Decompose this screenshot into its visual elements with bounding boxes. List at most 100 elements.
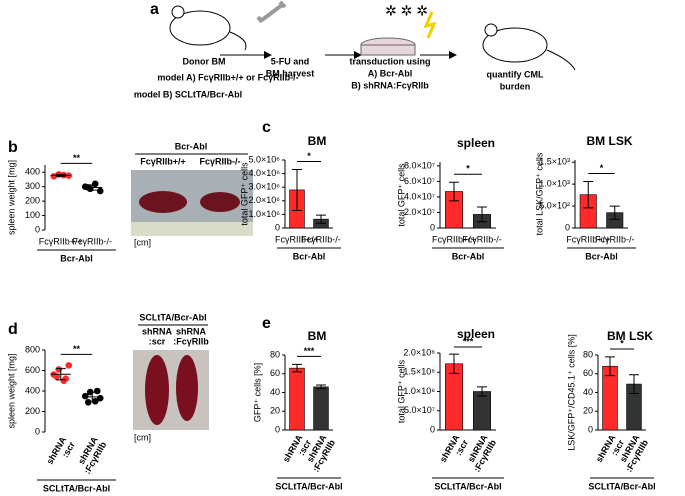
y-tick-label: 5.0×10⁶	[249, 154, 281, 164]
y-tick-label: 80	[270, 349, 280, 359]
chart-title: BM	[308, 134, 327, 148]
spleen-photo	[145, 355, 169, 425]
group-label: Bcr-Abl	[452, 251, 485, 261]
x-tick-label: shRNA:FcγRIIb	[74, 435, 109, 476]
y-tick-label: 0	[588, 424, 593, 434]
y-tick-label: 0	[565, 222, 570, 232]
sd-bar	[55, 173, 66, 177]
x-tick-label: FcγRIIb+/+	[432, 234, 476, 244]
chart: 0 1.0×10⁶ 2.0×10⁶ 3.0×10⁶ 4.0×10⁶ 5.0×10⁶tota…	[239, 134, 341, 261]
step-label: BM harvest	[266, 68, 315, 78]
model-b: model B) SCLtTA/Bcr-Abl	[134, 89, 242, 99]
y-axis-label: GFP⁺ cells [%]	[252, 363, 262, 422]
group-label: SCLtTA/Bcr-Abl	[588, 481, 655, 491]
y-tick-label: 1.5×10³	[539, 157, 570, 167]
data-point	[96, 394, 104, 402]
y-tick-label: 400	[25, 167, 40, 177]
photo-label: shRNA	[142, 326, 173, 336]
spleen-photo	[200, 192, 240, 212]
significance-label: **	[73, 153, 81, 163]
mouse-icon	[169, 10, 231, 46]
sd-bar	[55, 368, 66, 381]
y-tick-label: 40	[583, 387, 593, 397]
mouse-icon	[482, 27, 548, 63]
model-a: model A) FcγRIIb+/+ or FcγRIIb-/-	[157, 72, 298, 82]
y-tick-label: 60	[270, 368, 280, 378]
significance-label: **	[73, 344, 81, 354]
schematic: ✲ ✲ ✲	[169, 0, 576, 71]
y-tick-label: 1.0×10³	[539, 179, 570, 189]
y-tick-label: 1.0×10⁸	[403, 386, 435, 396]
bar	[313, 386, 329, 431]
spleen-photo	[139, 191, 187, 213]
step-label: quantify CML	[487, 69, 544, 79]
group-label: Bcr-Abl	[293, 251, 326, 261]
y-tick-label: 8.0×10⁷	[404, 160, 435, 170]
photo-title: Bcr-Abl	[175, 141, 208, 151]
x-tick-label: shRNA:scr	[438, 433, 471, 469]
y-tick-label: 200	[25, 406, 40, 416]
x-tick-label: FcγRIIb-/-	[73, 236, 113, 246]
chart-title: spleen	[457, 327, 495, 341]
y-tick-label: 40	[270, 387, 280, 397]
data-point	[91, 180, 99, 188]
photo-label: shRNA	[176, 326, 207, 336]
y-tick-label: 400	[25, 385, 40, 395]
sd-bar	[87, 391, 98, 402]
y-tick-label: 0	[430, 424, 435, 434]
panel-label: c	[262, 119, 271, 136]
y-tick-label: 80	[583, 349, 593, 359]
y-tick-label: 200	[25, 195, 40, 205]
y-axis-label: total GFP⁺ cells	[239, 162, 249, 226]
y-tick-label: 4.0×10⁷	[404, 191, 435, 201]
y-tick-label: 0	[275, 222, 280, 232]
y-tick-label: 20	[270, 406, 280, 416]
significance-label: *	[620, 338, 624, 348]
data-point	[93, 387, 101, 395]
x-tick-label: FcγRIIb+/+	[566, 234, 610, 244]
y-tick-label: 300	[25, 181, 40, 191]
y-tick-label: 800	[25, 344, 40, 354]
error-bar	[605, 356, 615, 377]
panel-label: d	[8, 321, 18, 338]
panel-label: e	[262, 315, 271, 332]
group-label: SCLtTA/Bcr-Abl	[275, 481, 342, 491]
group-label: SCLtTA/Bcr-Abl	[43, 483, 110, 493]
y-tick-label: 2.0×10⁷	[404, 207, 435, 217]
error-bar	[449, 181, 459, 202]
spleen-photo	[176, 355, 198, 421]
y-tick-label: 4.0×10⁶	[249, 168, 281, 178]
dish-icon	[360, 44, 416, 56]
error-bar	[316, 214, 326, 224]
virus-icon: ✲ ✲ ✲	[385, 3, 428, 19]
bar	[473, 391, 491, 431]
mouse-ear	[484, 23, 498, 37]
y-tick-label: 5.0×10²	[539, 200, 570, 210]
error-bar	[477, 386, 487, 397]
data-point	[84, 398, 92, 406]
chart-title: spleen	[457, 136, 495, 150]
error-bar	[609, 205, 620, 220]
y-axis-label: spleen weight [mg]	[6, 353, 16, 428]
photo-label: FcγRIIb-/-	[199, 156, 240, 166]
y-axis-label: total GFP⁺ cells	[396, 359, 406, 423]
mouse-ear	[171, 5, 185, 19]
x-tick-label: shRNA:FcγRIIb	[463, 433, 498, 474]
photo-label: :scr	[149, 336, 166, 346]
x-tick-label: shRNA:FcγRIIb	[615, 433, 650, 474]
chart: 0 100 200 300 400 spleen weight [mg] FcγRIIb+/…	[6, 153, 116, 263]
y-tick-label: 5.0×10⁷	[404, 405, 435, 415]
y-axis-label: total GFP⁺ cells	[396, 163, 406, 227]
y-tick-label: 0	[275, 424, 280, 434]
significance-label: *	[466, 164, 470, 174]
data-point	[50, 172, 58, 180]
x-tick-label: FcγRIIb+/+	[39, 236, 83, 246]
mouse-tail	[229, 31, 247, 51]
y-axis-label: total LSK/GFP⁺ cells	[534, 152, 544, 235]
step-label: burden	[500, 81, 531, 91]
photo-b	[131, 153, 253, 236]
y-tick-label: 3.0×10⁶	[249, 182, 281, 192]
x-tick-label: FcγRIIb-/-	[462, 234, 502, 244]
